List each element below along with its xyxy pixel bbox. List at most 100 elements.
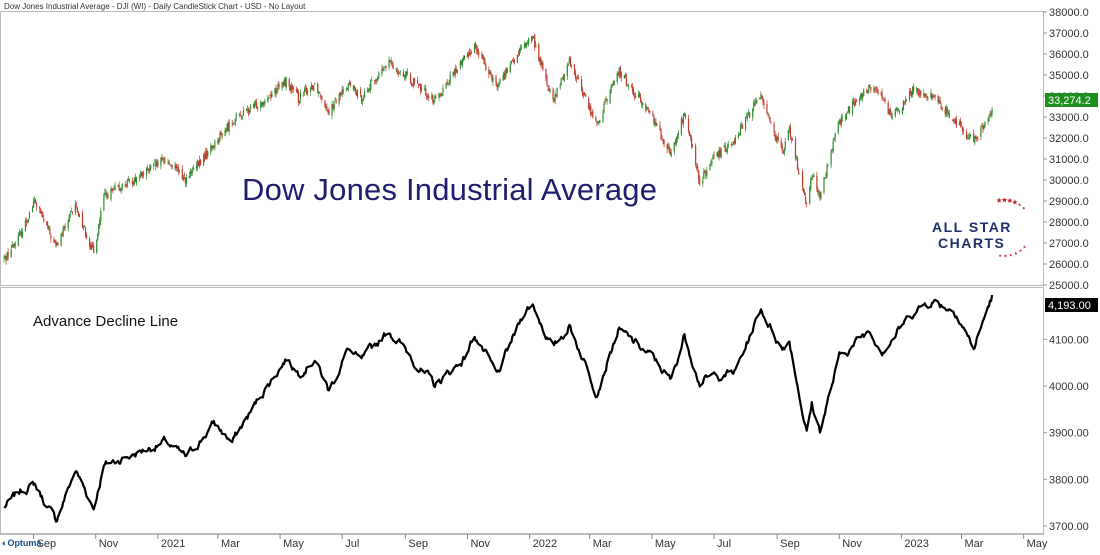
logo-star	[1023, 245, 1026, 249]
candle-body	[147, 168, 149, 170]
candle-body	[891, 117, 893, 119]
candle-body	[381, 68, 383, 75]
candle-body	[497, 86, 499, 88]
candle-body	[983, 124, 985, 129]
candle-body	[447, 82, 449, 84]
candle-body	[873, 88, 875, 92]
candle-body	[339, 92, 341, 97]
candle-body	[303, 88, 306, 93]
candle-body	[770, 121, 772, 124]
candle-body	[17, 235, 19, 246]
candle-body	[568, 58, 570, 63]
candle-body	[127, 178, 129, 181]
candle-body	[276, 90, 278, 93]
candle-body	[605, 98, 607, 101]
candle-body	[328, 110, 330, 115]
candle-body	[982, 125, 984, 130]
candle-body	[141, 172, 144, 176]
candle-body	[13, 243, 15, 246]
candle-body	[452, 71, 454, 76]
candle-body	[731, 144, 733, 146]
candle-body	[654, 122, 656, 125]
candle-body	[726, 146, 728, 153]
candle-body	[310, 87, 312, 93]
candle-body	[524, 42, 527, 46]
logo-star-ring	[996, 198, 1026, 258]
candle-body	[790, 138, 793, 140]
candle-body	[554, 94, 556, 102]
candle-body	[767, 114, 769, 116]
candle-body	[668, 146, 670, 152]
candle-body	[104, 192, 106, 195]
candle-body	[682, 114, 685, 124]
candle-body	[575, 78, 578, 80]
candle-body	[425, 88, 427, 96]
candle-body	[645, 104, 647, 110]
candle-body	[348, 82, 350, 85]
price-y-tick-label: 35000.0	[1049, 70, 1089, 82]
candle-body	[126, 180, 128, 186]
x-tick-label: Jul	[717, 538, 731, 550]
candle-body	[317, 84, 319, 93]
candle-body	[182, 176, 184, 181]
candle-body	[466, 52, 469, 57]
candle-body	[839, 119, 841, 125]
candle-body	[96, 240, 98, 253]
candle-body	[838, 120, 840, 123]
candle-body	[739, 125, 742, 136]
logo-star	[1012, 199, 1018, 205]
candle-body	[953, 122, 955, 123]
candle-body	[763, 101, 765, 105]
candle-body	[356, 90, 359, 97]
candle-body	[411, 84, 414, 86]
candle-body	[77, 211, 79, 217]
candle-body	[567, 63, 569, 65]
x-tick-label: Nov	[99, 538, 119, 550]
candle-body	[904, 99, 907, 104]
candle-body	[773, 123, 775, 134]
logo-star	[998, 254, 1002, 257]
candle-body	[718, 150, 720, 158]
candle-body	[395, 68, 397, 70]
candle-body	[191, 170, 194, 173]
candle-body	[755, 101, 757, 103]
candle-body	[840, 117, 842, 125]
candle-body	[289, 85, 291, 92]
candle-body	[797, 169, 800, 172]
candle-body	[890, 113, 892, 117]
candle-body	[566, 64, 568, 76]
candle-body	[867, 90, 869, 94]
logo-text-line2: CHARTS	[938, 235, 1006, 251]
candle-body	[496, 83, 498, 88]
candle-body	[297, 91, 300, 103]
candle-body	[406, 71, 408, 74]
candle-body	[818, 192, 820, 194]
candle-body	[844, 117, 846, 119]
adl-y-tick-label: 4000.00	[1049, 381, 1089, 393]
candle-body	[62, 228, 64, 237]
candle-body	[917, 88, 919, 93]
candle-body	[391, 62, 393, 65]
candle-body	[503, 74, 505, 80]
candle-body	[135, 177, 138, 183]
candle-body	[518, 49, 521, 55]
candle-body	[976, 138, 978, 140]
candle-body	[981, 126, 983, 127]
candle-body	[355, 91, 358, 96]
candle-body	[862, 94, 864, 99]
candle-body	[56, 242, 58, 246]
candle-body	[823, 177, 825, 193]
candle-body	[967, 138, 969, 140]
candle-body	[952, 120, 954, 122]
candle-body	[774, 134, 776, 138]
candle-body	[647, 107, 649, 109]
candle-body	[240, 117, 242, 119]
candle-body	[759, 97, 761, 100]
candle-body	[424, 88, 426, 90]
candle-body	[896, 109, 898, 110]
candle-body	[134, 177, 137, 182]
candle-body	[460, 62, 462, 64]
candle-body	[468, 52, 471, 56]
candle-body	[590, 106, 592, 116]
